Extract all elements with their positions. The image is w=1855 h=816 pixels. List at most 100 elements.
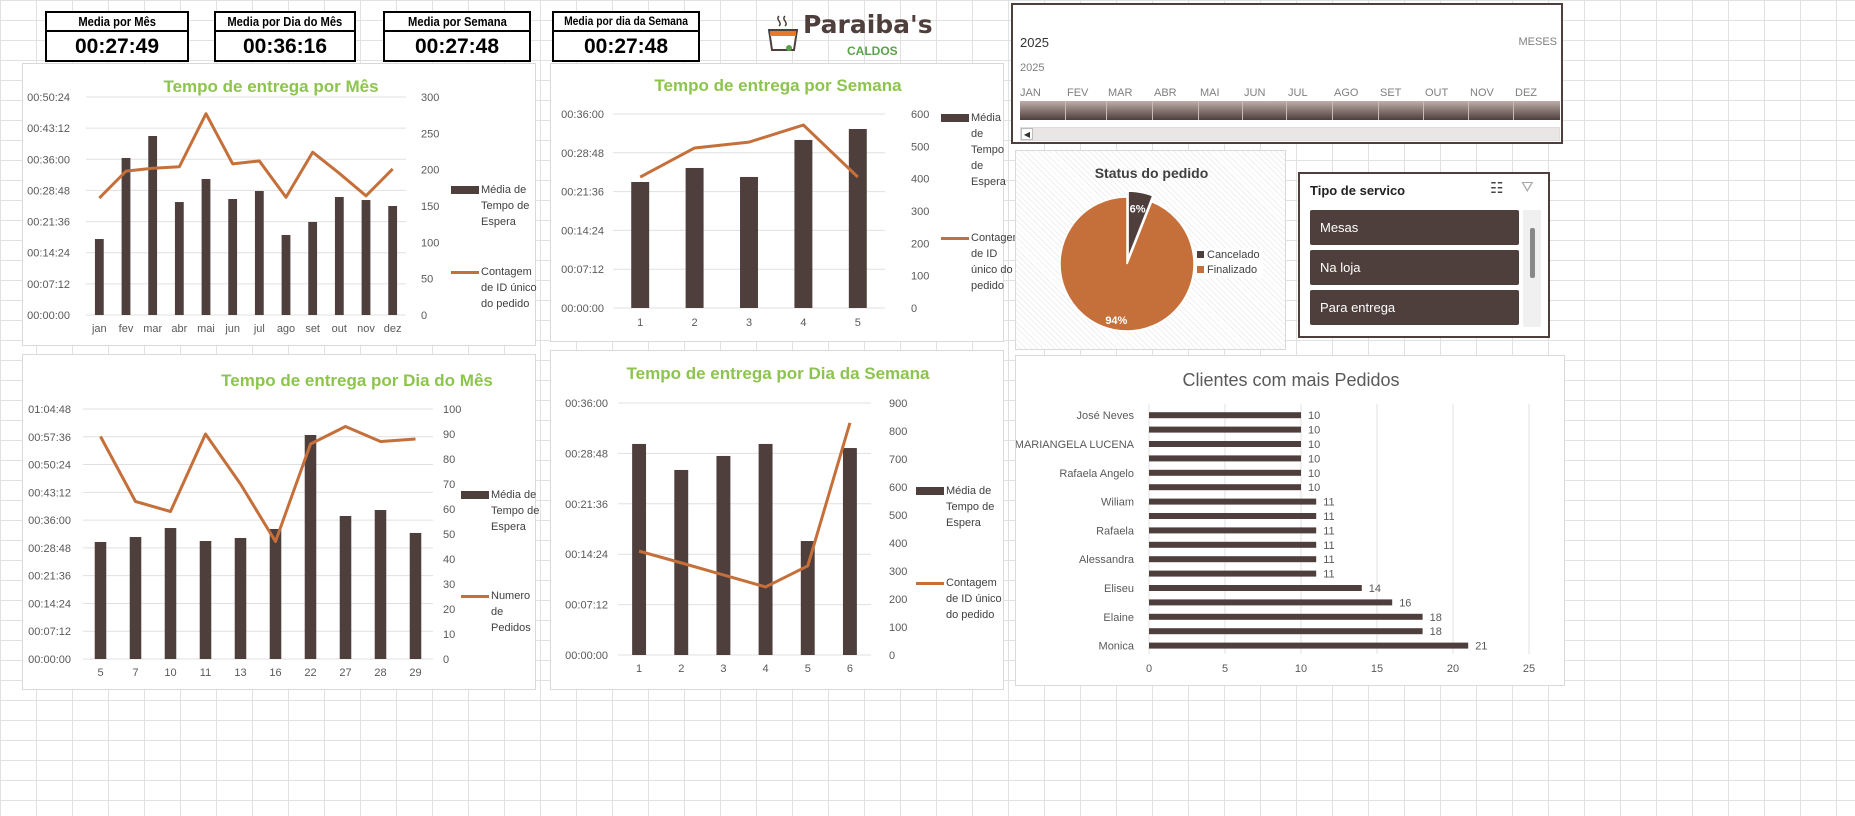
bar [631, 181, 650, 308]
timeline-slicer[interactable]: 2025 MESES 2025 ◀ JAN FEV MAR ABR MAI JUN JUL A… [1011, 3, 1563, 144]
chart-tempo-dia-mes[interactable]: Tempo de entrega por Dia do Mês 00:00:00 0… [22, 354, 539, 690]
legend-item-cancelado: Cancelado [1197, 248, 1260, 263]
left-axis-tick: 00:14:24 [27, 248, 70, 260]
timeline-month-fev[interactable]: FEV [1067, 87, 1089, 99]
category-label: 13 [234, 667, 246, 679]
chart-tempo-dia-semana[interactable]: Tempo de entrega por Dia da Semana 00:00:… [550, 350, 1004, 690]
left-axis-tick: 01:04:48 [28, 404, 71, 416]
timeline-month-jun[interactable]: JUN [1244, 87, 1266, 99]
right-axis-tick: 10 [443, 629, 455, 641]
data-label: 10 [1308, 468, 1320, 480]
clear-filter-icon[interactable]: ⛛ [1521, 179, 1534, 196]
bar [1149, 441, 1301, 447]
hbar-chart-svg: 0 5 10 15 20 25 10 José Neves 10 10 MARIANGELA LUC… [1016, 404, 1535, 675]
right-axis-tick: 200 [421, 165, 439, 177]
combo-chart-svg: 00:00:00 00:07:12 00:14:24 00:21:36 00:28:48… [28, 404, 461, 679]
kpi-title: Media por Dia do Mês [227, 14, 343, 29]
slicer-item-mesas[interactable]: Mesas [1310, 210, 1519, 245]
slicer-scrollbar[interactable] [1523, 210, 1541, 327]
legend-label: Média de Tempo de Espera [946, 485, 995, 529]
logo: Paraiba's CALDOS [765, 10, 947, 60]
timeline-month-nov[interactable]: NOV [1470, 87, 1494, 99]
timeline-divider [1242, 101, 1243, 120]
combo-chart-svg: 00:00:00 00:07:12 00:14:24 00:21:36 00:28:48… [27, 92, 439, 335]
category-label: 2 [678, 663, 684, 675]
right-axis-tick: 300 [911, 206, 929, 218]
timeline-month-out[interactable]: OUT [1425, 87, 1449, 99]
left-axis-tick: 00:07:12 [565, 600, 608, 612]
timeline-level-selector[interactable]: MESES [1518, 36, 1557, 48]
right-axis-tick: 0 [421, 310, 427, 322]
bar [1149, 426, 1301, 433]
chart-title: Status do pedido [1094, 165, 1209, 181]
timeline-month-jan[interactable]: JAN [1020, 87, 1041, 99]
kpi-title-row: Media por Semana [385, 13, 529, 32]
timeline-month-mai[interactable]: MAI [1200, 87, 1220, 99]
kpi-media-dia-semana: Media por dia da Semana 00:27:48 [552, 11, 700, 62]
right-axis-tick: 0 [889, 650, 895, 662]
timeline-month-dez[interactable]: DEZ [1515, 87, 1537, 99]
legend-swatch [451, 270, 479, 274]
data-label: 18 [1430, 612, 1442, 624]
category-label: 10 [164, 667, 176, 679]
category-label: 5 [805, 663, 811, 675]
right-axis-tick: 100 [911, 271, 929, 283]
logo-text: Paraiba's [803, 10, 933, 39]
slicer-item-na-loja[interactable]: Na loja [1310, 250, 1519, 285]
legend-label: Finalizado [1207, 264, 1258, 276]
timeline-month-abr[interactable]: ABR [1154, 87, 1177, 99]
legend-label: Média de Tempo de Espera [491, 489, 540, 533]
bar [1149, 498, 1317, 505]
timeline-year: 2025 [1020, 62, 1045, 74]
x-axis-tick: 10 [1295, 663, 1307, 675]
bar [740, 176, 758, 308]
category-label: jul [253, 323, 265, 335]
right-axis-tick: 300 [421, 92, 439, 104]
scrollbar-thumb[interactable] [1530, 228, 1535, 278]
pie-legend: Cancelado Finalizado [1194, 248, 1263, 278]
chart-clientes-pedidos[interactable]: Clientes com mais Pedidos 0 5 10 15 20 25 10 Jo… [1015, 355, 1565, 686]
timeline-divider [1106, 101, 1107, 120]
left-axis-tick: 00:14:24 [561, 225, 604, 237]
legend-swatch [941, 114, 969, 122]
right-axis-tick: 50 [443, 529, 455, 541]
timeline-month-mar[interactable]: MAR [1108, 87, 1133, 99]
right-axis-tick: 100 [889, 622, 907, 634]
multi-select-icon[interactable]: ☷ [1490, 180, 1504, 197]
bar [199, 541, 212, 659]
data-label: 11 [1323, 540, 1334, 552]
timeline-scrollbar[interactable]: ◀ [1020, 127, 1560, 141]
timeline-bar[interactable] [1020, 101, 1560, 120]
series-line [639, 123, 859, 179]
right-axis-tick: 60 [443, 504, 455, 516]
kpi-title: Media por dia da Semana [564, 14, 688, 28]
bar [1149, 585, 1362, 591]
slicer-tipo-servico[interactable]: Tipo de servico ☷ ⛛ Mesas Na loja Para e… [1298, 172, 1550, 338]
kpi-title-row: Media por Mês [47, 13, 187, 32]
category-label: José Neves [1077, 410, 1135, 422]
bar [1149, 455, 1301, 462]
category-label: jun [224, 323, 240, 335]
category-label: MARIANGELA LUCENA [1016, 439, 1135, 451]
left-axis-tick: 00:21:36 [565, 499, 608, 511]
bar [800, 541, 815, 655]
slicer-item-para-entrega[interactable]: Para entrega [1310, 290, 1519, 325]
right-axis-tick: 20 [443, 604, 455, 616]
legend-label: Contagem de ID único do pedido [971, 232, 1022, 292]
pie-slice-cancelado [1127, 190, 1154, 259]
timeline-selection: 2025 [1020, 35, 1049, 50]
bar [1149, 527, 1317, 534]
legend-swatch [916, 581, 944, 585]
timeline-month-ago[interactable]: AGO [1334, 87, 1359, 99]
chart-status-pedido[interactable]: Status do pedido 6% 94% Cancelado Finaliz… [1015, 150, 1286, 350]
timeline-divider [1513, 101, 1514, 120]
legend-swatch [461, 594, 489, 598]
chart-tempo-semana[interactable]: Tempo de entrega por Semana 00:00:00 00:07… [550, 63, 1022, 342]
scroll-left-icon[interactable]: ◀ [1021, 128, 1033, 140]
chart-tempo-mes[interactable]: Tempo de entrega por Mês 00:00:00 00:07:12… [22, 63, 537, 346]
category-label: 27 [339, 667, 351, 679]
timeline-month-set[interactable]: SET [1380, 87, 1402, 99]
category-label: 4 [800, 317, 806, 329]
timeline-month-jul[interactable]: JUL [1288, 87, 1308, 99]
category-label: Alessandra [1079, 554, 1135, 566]
